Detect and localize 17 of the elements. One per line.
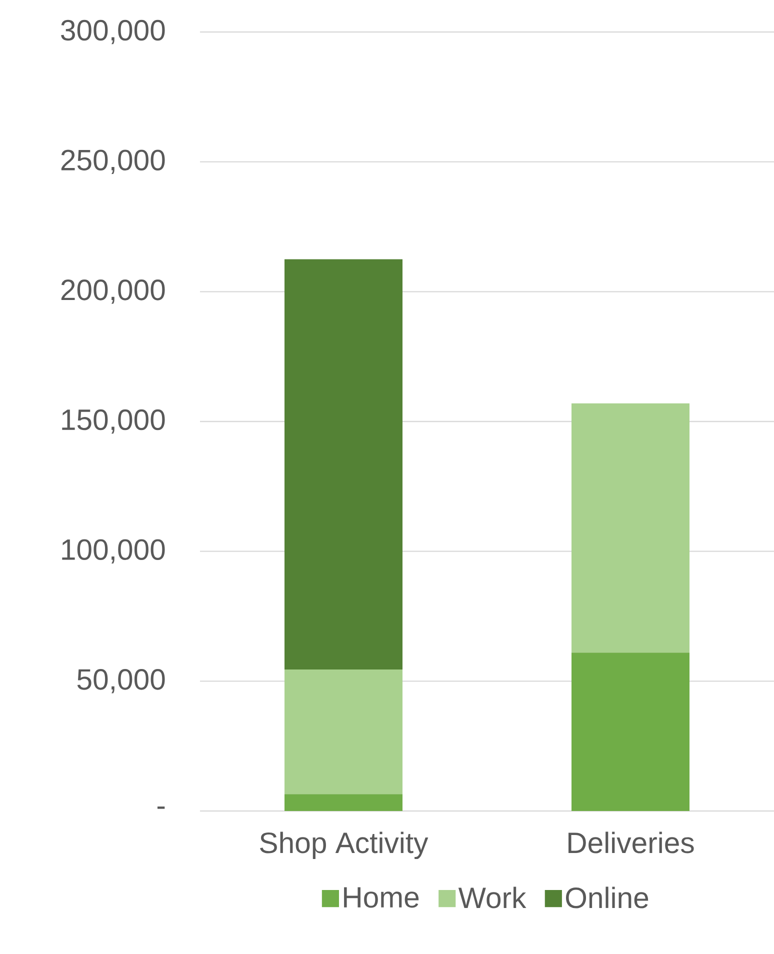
bar <box>571 652 690 811</box>
bar <box>571 403 690 653</box>
x-tick-label: Shop Activity <box>260 832 428 860</box>
legend-label: Home <box>344 887 419 908</box>
y-tick-label: 150,000 <box>62 409 165 434</box>
y-tick-label: 200,000 <box>61 280 165 304</box>
bar <box>284 669 402 794</box>
y-tick-label: 250,000 <box>61 150 165 174</box>
y-tick-label: 50,000 <box>77 669 165 694</box>
legend-label: Online <box>566 886 648 908</box>
bar <box>284 259 402 670</box>
legend-label: Work <box>458 886 526 908</box>
y-tick-label: 100,000 <box>62 539 165 564</box>
y-tick-label: - <box>157 806 165 809</box>
x-tick-label: Deliveries <box>568 832 694 854</box>
y-tick-label: 300,000 <box>61 20 165 44</box>
bar <box>284 794 402 811</box>
